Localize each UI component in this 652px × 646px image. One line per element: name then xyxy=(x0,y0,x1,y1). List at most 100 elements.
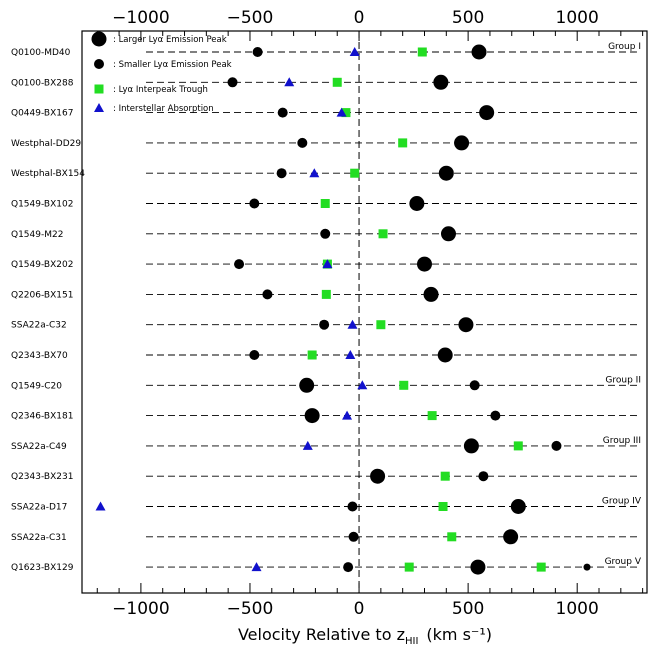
interstellar-absorption-point xyxy=(95,501,106,511)
legend-label: : Lyα Interpeak Trough xyxy=(113,85,208,95)
x-tick-label-top: 0 xyxy=(354,8,365,28)
row-label: Q1549-M22 xyxy=(11,230,63,240)
data-rows: Q0100-MD40 Q0100-BX288 Q0449-BX167 Westphal… xyxy=(11,44,638,575)
interpeak-trough-point xyxy=(398,138,408,148)
interpeak-trough-point xyxy=(321,289,331,299)
smaller-emission-peak-point xyxy=(583,563,591,571)
row-label: SSA22a-C32 xyxy=(11,321,67,331)
larger-emission-peak-point xyxy=(479,105,495,121)
legend-triangle-marker xyxy=(94,103,104,112)
group-label: Group IV xyxy=(602,497,642,507)
interstellar-absorption-point xyxy=(322,259,333,269)
group-labels: Group I Group II Group III Group IV Group V xyxy=(602,42,642,567)
interpeak-trough-point xyxy=(399,380,409,390)
larger-emission-peak-point xyxy=(458,317,474,333)
x-tick-label-top: −1000 xyxy=(112,8,170,28)
data-row: Q0100-BX288 xyxy=(11,74,638,90)
row-label: SSA22a-D17 xyxy=(11,503,67,513)
group-label: Group III xyxy=(603,436,641,446)
smaller-emission-peak-point xyxy=(252,47,263,57)
interpeak-trough-point xyxy=(536,562,546,572)
smaller-emission-peak-point xyxy=(249,350,260,360)
interpeak-trough-point xyxy=(447,532,457,542)
interstellar-absorption-point xyxy=(347,319,358,329)
row-label: Q2206-BX151 xyxy=(11,290,73,300)
data-row: Q0449-BX167 xyxy=(11,105,638,121)
interstellar-absorption-point xyxy=(336,107,347,117)
row-label: Westphal-BX154 xyxy=(11,169,85,179)
larger-emission-peak-point xyxy=(438,165,454,181)
interpeak-trough-point xyxy=(438,502,448,511)
row-label: Q1549-BX102 xyxy=(11,200,73,210)
smaller-emission-peak-point xyxy=(227,77,238,88)
row-label: Q0449-BX167 xyxy=(11,109,73,119)
larger-emission-peak-point xyxy=(454,135,470,151)
legend-label: : Larger Lyα Emission Peak xyxy=(113,35,227,45)
smaller-emission-peak-point xyxy=(348,531,359,542)
smaller-emission-peak-point xyxy=(276,168,287,179)
data-row: Westphal-DD29 xyxy=(11,135,638,151)
x-tick-label-bottom: 500 xyxy=(452,599,484,619)
interpeak-trough-point xyxy=(427,411,437,421)
row-label: Q2343-BX70 xyxy=(11,351,68,361)
group-label: Group I xyxy=(608,42,641,52)
smaller-emission-peak-point xyxy=(343,562,354,573)
data-row: Westphal-BX154 xyxy=(11,165,638,181)
larger-emission-peak-point xyxy=(299,377,315,393)
row-label: Q1623-BX129 xyxy=(11,563,74,573)
interstellar-absorption-point xyxy=(251,562,262,572)
row-label: Westphal-DD29 xyxy=(11,139,81,149)
row-label: Q2346-BX181 xyxy=(11,412,73,422)
larger-emission-peak-point xyxy=(503,529,519,545)
legend-square-marker xyxy=(94,84,104,94)
interpeak-trough-point xyxy=(376,320,386,330)
row-label: Q2343-BX231 xyxy=(11,472,73,482)
larger-emission-peak-point xyxy=(437,347,453,363)
group-label: Group V xyxy=(605,557,642,567)
data-row: Q2346-BX181 xyxy=(11,408,638,424)
interpeak-trough-point xyxy=(350,168,360,178)
row-label: SSA22a-C49 xyxy=(11,442,67,452)
smaller-emission-peak-point xyxy=(347,501,358,512)
data-row: Q2343-BX70 xyxy=(11,347,638,363)
x-axis-label-units: (km s⁻¹) xyxy=(426,625,492,644)
smaller-emission-peak-point xyxy=(551,440,562,451)
interpeak-trough-point xyxy=(404,562,414,572)
x-tick-label-bottom: −1000 xyxy=(112,599,170,619)
data-row: SSA22a-C49 xyxy=(11,438,638,454)
interpeak-trough-point xyxy=(332,77,342,87)
x-axis-label-subscript: HII xyxy=(405,636,418,646)
interstellar-absorption-point xyxy=(284,77,295,87)
larger-emission-peak-point xyxy=(409,196,425,211)
smaller-emission-peak-point xyxy=(320,228,331,239)
interstellar-absorption-point xyxy=(357,380,368,390)
row-label: Q0100-BX288 xyxy=(11,78,74,88)
row-label: Q0100-MD40 xyxy=(11,48,71,58)
x-tick-label-top: 1000 xyxy=(556,8,599,28)
data-row: SSA22a-C31 xyxy=(11,529,638,545)
interstellar-absorption-point xyxy=(302,440,313,450)
larger-emission-peak-point xyxy=(416,256,432,272)
legend-label: : Smaller Lyα Emission Peak xyxy=(113,60,232,70)
data-row: Q1549-C20 xyxy=(11,377,638,393)
larger-emission-peak-point xyxy=(471,44,487,60)
interpeak-trough-point xyxy=(320,199,330,208)
smaller-emission-peak-point xyxy=(297,137,308,148)
larger-emission-peak-point xyxy=(470,559,486,575)
larger-emission-peak-point xyxy=(423,286,439,302)
interstellar-absorption-point xyxy=(309,168,320,178)
smaller-emission-peak-point xyxy=(234,259,245,270)
smaller-emission-peak-point xyxy=(262,289,273,300)
interpeak-trough-point xyxy=(378,229,388,239)
x-axis-label: Velocity Relative to zHII (km s⁻¹) xyxy=(238,625,492,646)
smaller-emission-peak-point xyxy=(249,198,260,209)
x-tick-label-bottom: 0 xyxy=(354,599,365,619)
data-row: Q1549-M22 xyxy=(11,226,638,242)
legend-label: : Interstellar Absorption xyxy=(113,104,214,114)
interpeak-trough-point xyxy=(307,350,317,360)
group-label: Group II xyxy=(605,375,641,385)
larger-emission-peak-point xyxy=(510,499,526,514)
row-label: Q1549-C20 xyxy=(11,381,62,391)
smaller-emission-peak-point xyxy=(478,471,489,482)
